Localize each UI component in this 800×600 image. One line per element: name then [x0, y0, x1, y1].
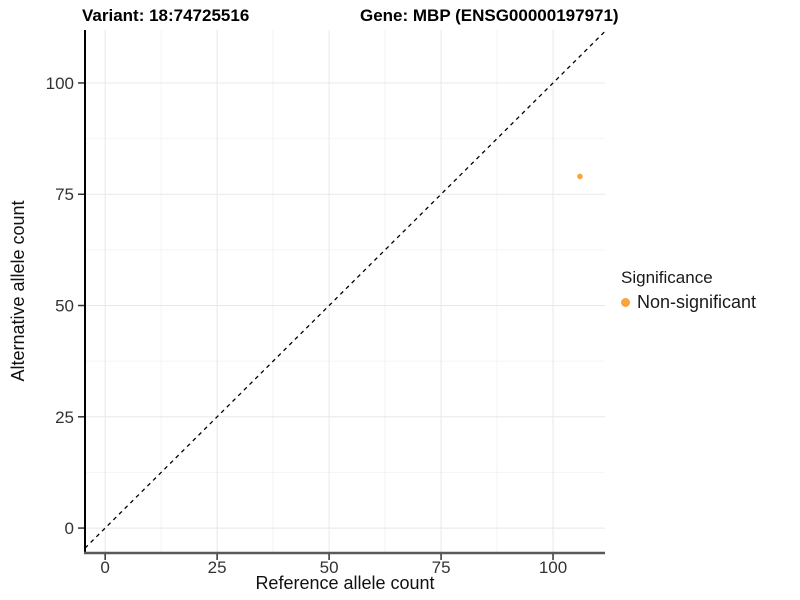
plot-title-variant: Variant: 18:74725516	[82, 6, 250, 25]
legend: Significance Non-significant	[621, 268, 756, 313]
identity-line	[84, 30, 606, 549]
y-tick-label: 75	[55, 185, 74, 204]
x-tick-label: 100	[539, 558, 567, 577]
x-tick-label: 25	[208, 558, 227, 577]
data-point	[577, 173, 583, 180]
y-tick-label: 100	[46, 74, 74, 93]
x-axis-title: Reference allele count	[255, 573, 435, 593]
x-tick-label: 75	[432, 558, 451, 577]
x-tick-label: 0	[100, 558, 109, 577]
y-tick-label: 0	[65, 519, 74, 538]
legend-entry: Non-significant	[621, 292, 756, 313]
y-tick-label: 50	[55, 297, 74, 316]
y-axis-title: Alternative allele count	[8, 200, 28, 382]
y-tick-label: 25	[55, 408, 74, 427]
plot-title-gene: Gene: MBP (ENSG00000197971)	[360, 6, 619, 25]
legend-entry-label: Non-significant	[637, 292, 757, 312]
legend-point-icon	[621, 298, 630, 307]
legend-title: Significance	[621, 268, 713, 287]
x-tick-label: 50	[320, 558, 339, 577]
